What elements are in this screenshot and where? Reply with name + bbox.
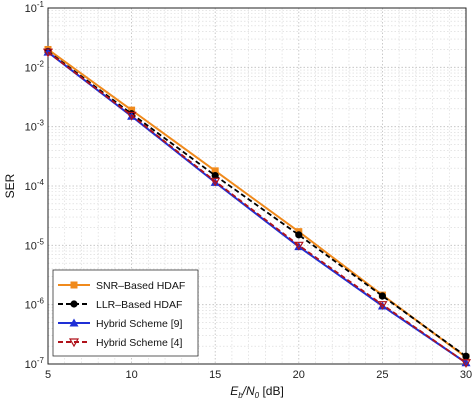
y-tick-label: 10-6 — [25, 297, 45, 312]
legend-marker — [69, 318, 79, 327]
x-tick-label: 5 — [45, 369, 51, 381]
data-point — [460, 359, 472, 368]
data-point — [128, 106, 136, 114]
series-line — [47, 51, 467, 364]
legend-label: LLR–Based HDAF — [96, 299, 182, 311]
data-point — [210, 177, 221, 187]
y-tick-label: 10-2 — [25, 59, 45, 74]
data-point — [293, 241, 304, 251]
legend-label: SNR–Based HDAF — [96, 280, 185, 292]
y-tick-label: 10-7 — [25, 356, 45, 371]
series-line — [47, 50, 467, 357]
legend-marker — [70, 300, 78, 308]
legend-label: Hybrid Scheme [9] — [96, 318, 182, 330]
x-tick-label: 30 — [460, 369, 472, 381]
x-tick-label: 25 — [376, 369, 388, 381]
legend-entry: SNR–Based HDAF — [58, 280, 185, 292]
x-axis-label: Eb/N0 [dB] — [230, 384, 284, 400]
x-tick-label: 15 — [209, 369, 221, 381]
data-point — [295, 231, 303, 239]
y-axis-label: SER — [3, 173, 17, 198]
series-4 — [42, 48, 472, 368]
legend-marker — [70, 281, 78, 289]
x-tick-label: 20 — [293, 369, 305, 381]
data-point — [42, 48, 54, 58]
data-point — [377, 301, 388, 310]
legend-entry: Hybrid Scheme [9] — [58, 318, 182, 330]
series-line — [47, 48, 467, 359]
data-point — [378, 292, 386, 300]
plot-frame — [47, 7, 467, 365]
y-tick-label: 10-1 — [25, 0, 45, 15]
data-point — [211, 171, 219, 180]
data-point — [294, 242, 304, 251]
x-tick-label: 10 — [125, 369, 137, 381]
legend-label: Hybrid Scheme [4] — [96, 337, 182, 349]
data-point — [462, 352, 470, 360]
legend-entry: Hybrid Scheme [4] — [58, 337, 182, 349]
data-point — [126, 111, 137, 121]
series-layer — [42, 45, 472, 368]
data-point — [211, 167, 219, 175]
series-line — [47, 51, 467, 364]
y-tick-label: 10-3 — [25, 119, 45, 134]
legend: SNR–Based HDAF LLR–Based HDAF Hybrid Schem… — [52, 269, 199, 357]
legend-entry: LLR–Based HDAF — [58, 299, 182, 311]
y-tick-label: 10-4 — [25, 178, 45, 193]
tick-labels: 5 10 15 20 25 30 10-7 10-6 10-5 10-4 10-3 10-2 10-1 — [25, 0, 473, 381]
y-tick-label: 10-5 — [25, 237, 45, 252]
legend-marker — [68, 338, 80, 348]
